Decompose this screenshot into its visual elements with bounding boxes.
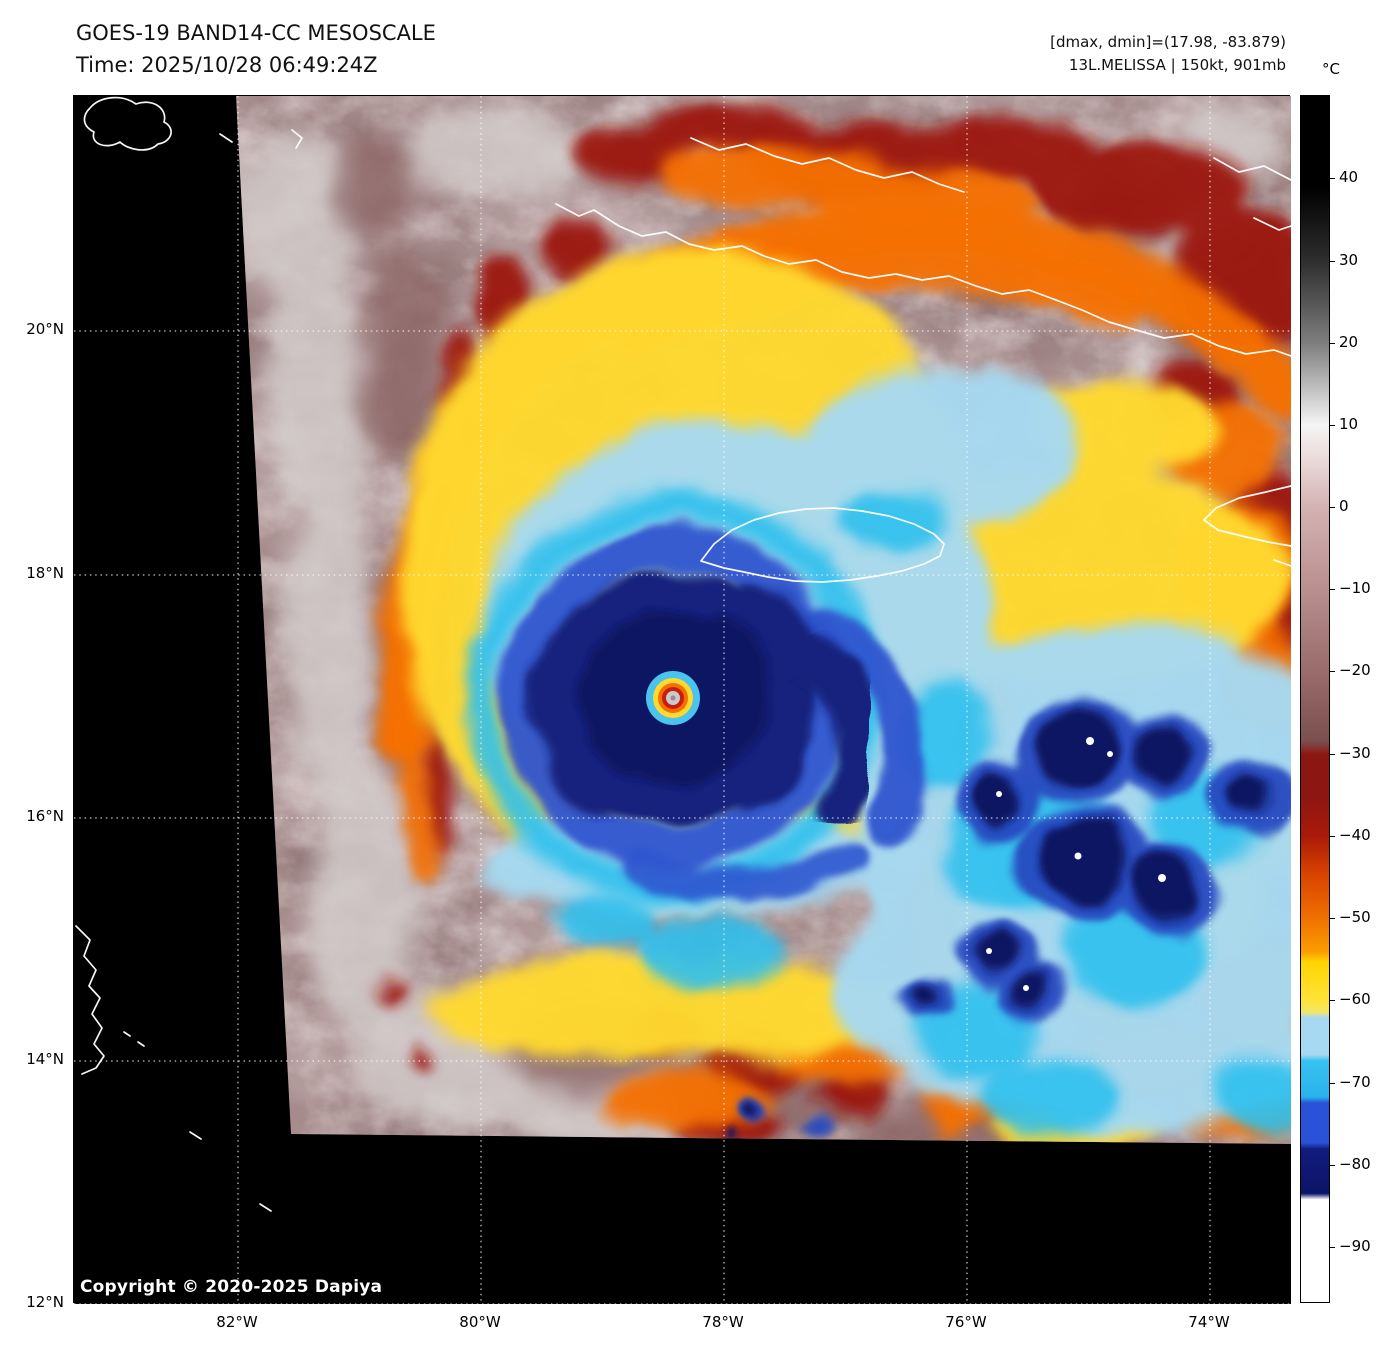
colorbar-tick-mark <box>1330 754 1335 755</box>
colorbar-tick-label: 0 <box>1339 497 1349 515</box>
colorbar-tick-mark <box>1330 261 1335 262</box>
lon-label: 76°W <box>945 1313 987 1331</box>
lon-label: 80°W <box>459 1313 501 1331</box>
hurricane-eye <box>646 671 700 725</box>
lon-label: 78°W <box>702 1313 744 1331</box>
colorbar-tick-label: 40 <box>1339 168 1359 186</box>
colorbar-tick-label: −70 <box>1339 1073 1371 1091</box>
lat-label: 20°N <box>26 320 64 338</box>
header-left: GOES-19 BAND14-CC MESOSCALE Time: 2025/1… <box>76 18 436 81</box>
colorbar-tick-label: 10 <box>1339 415 1359 433</box>
colorbar-unit-label: °C <box>1322 60 1340 78</box>
colorbar-tick-label: 20 <box>1339 333 1359 351</box>
colorbar-tick-mark <box>1330 178 1335 179</box>
storm-readout: 13L.MELISSA | 150kt, 901mb <box>1068 56 1286 75</box>
colorbar-tick-mark <box>1330 1165 1335 1166</box>
lon-label: 82°W <box>216 1313 258 1331</box>
colorbar-tick-label: −60 <box>1339 990 1371 1008</box>
island-top-left <box>83 96 172 151</box>
colorbar-tick-mark <box>1330 1247 1335 1248</box>
colorbar-tick-mark <box>1330 507 1335 508</box>
colorbar-tick-mark <box>1330 425 1335 426</box>
haiti-peninsula <box>1203 485 1291 547</box>
colorbar-tick-mark <box>1330 1083 1335 1084</box>
header-right: [dmax, dmin]=(17.98, -83.879) 13L.MELISS… <box>1050 31 1286 78</box>
colorbar-tick-mark <box>1330 918 1335 919</box>
colorbar-tick-mark <box>1330 343 1335 344</box>
lat-label: 18°N <box>26 564 64 582</box>
satellite-image <box>74 96 1291 1304</box>
colorbar-tick-label: −40 <box>1339 826 1371 844</box>
central-america-coast <box>75 925 105 1075</box>
lat-label: 16°N <box>26 807 64 825</box>
cuba-north-coast <box>690 137 965 193</box>
map-area: Copyright © 2020-2025 Dapiya <box>73 95 1291 1304</box>
colorbar-tick-label: −10 <box>1339 579 1371 597</box>
colorbar-tick-mark <box>1330 671 1335 672</box>
grid-lines <box>74 96 1291 1304</box>
hurricane-cloud-shield <box>236 105 1291 1144</box>
colorbar-tick-mark <box>1330 836 1335 837</box>
page-title: GOES-19 BAND14-CC MESOSCALE <box>76 21 436 45</box>
cuba-south-coast <box>555 203 1291 357</box>
jamaica-outline <box>700 507 945 583</box>
lat-label: 12°N <box>26 1293 64 1311</box>
colorbar <box>1300 95 1330 1303</box>
coastlines <box>75 96 1291 1212</box>
colorbar-tick-label: −80 <box>1339 1155 1371 1173</box>
convective-white-specks <box>986 737 1166 991</box>
colorbar-tick-label: −90 <box>1339 1237 1371 1255</box>
colorbar-tick-label: −30 <box>1339 744 1371 762</box>
dmax-dmin-readout: [dmax, dmin]=(17.98, -83.879) <box>1050 33 1286 51</box>
data-swath <box>236 96 1291 1144</box>
copyright: Copyright © 2020-2025 Dapiya <box>80 1277 383 1297</box>
colorbar-tick-label: 30 <box>1339 251 1359 269</box>
colorbar-tick-mark <box>1330 1000 1335 1001</box>
lat-label: 14°N <box>26 1050 64 1068</box>
lon-label: 74°W <box>1188 1313 1230 1331</box>
colorbar-tick-label: −20 <box>1339 661 1371 679</box>
colorbar-tick-mark <box>1330 589 1335 590</box>
colorbar-tick-label: −50 <box>1339 908 1371 926</box>
timestamp: Time: 2025/10/28 06:49:24Z <box>76 52 378 77</box>
